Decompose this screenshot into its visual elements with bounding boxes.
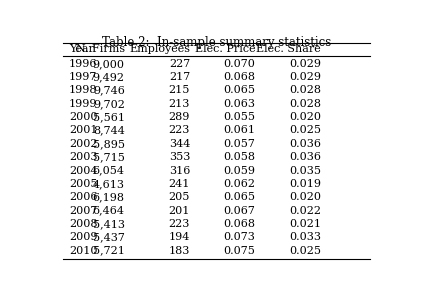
Text: 289: 289 <box>169 112 190 122</box>
Text: 0.025: 0.025 <box>289 246 321 256</box>
Text: 6,198: 6,198 <box>93 192 125 202</box>
Text: 9,746: 9,746 <box>93 86 125 95</box>
Text: 9,492: 9,492 <box>93 72 125 82</box>
Text: 0.068: 0.068 <box>224 219 256 229</box>
Text: 0.022: 0.022 <box>289 206 321 215</box>
Text: 0.065: 0.065 <box>224 192 256 202</box>
Text: 2008: 2008 <box>69 219 97 229</box>
Text: 9,000: 9,000 <box>93 59 125 69</box>
Text: 0.068: 0.068 <box>224 72 256 82</box>
Text: 5,715: 5,715 <box>93 152 125 162</box>
Text: Year: Year <box>69 44 94 54</box>
Text: 0.028: 0.028 <box>289 86 321 95</box>
Text: 2001: 2001 <box>69 125 97 136</box>
Text: 6,054: 6,054 <box>93 165 125 176</box>
Text: 0.020: 0.020 <box>289 112 321 122</box>
Text: 0.025: 0.025 <box>289 125 321 136</box>
Text: 6,464: 6,464 <box>93 206 125 215</box>
Text: 0.067: 0.067 <box>224 206 256 215</box>
Text: 183: 183 <box>169 246 190 256</box>
Text: 9,702: 9,702 <box>93 99 125 109</box>
Text: 2009: 2009 <box>69 232 97 242</box>
Text: 0.070: 0.070 <box>224 59 256 69</box>
Text: 1998: 1998 <box>69 86 97 95</box>
Text: 0.075: 0.075 <box>224 246 256 256</box>
Text: 2006: 2006 <box>69 192 97 202</box>
Text: 0.019: 0.019 <box>289 179 321 189</box>
Text: 5,437: 5,437 <box>93 232 125 242</box>
Text: 2003: 2003 <box>69 152 97 162</box>
Text: 0.021: 0.021 <box>289 219 321 229</box>
Text: 217: 217 <box>169 72 190 82</box>
Text: 227: 227 <box>169 59 190 69</box>
Text: 0.059: 0.059 <box>224 165 256 176</box>
Text: 0.028: 0.028 <box>289 99 321 109</box>
Text: 2002: 2002 <box>69 139 97 149</box>
Text: 1997: 1997 <box>69 72 97 82</box>
Text: 0.036: 0.036 <box>289 139 321 149</box>
Text: 8,744: 8,744 <box>93 125 125 136</box>
Text: Elec. Share: Elec. Share <box>256 44 321 54</box>
Text: 5,721: 5,721 <box>93 246 125 256</box>
Text: 0.020: 0.020 <box>289 192 321 202</box>
Text: 2007: 2007 <box>69 206 97 215</box>
Text: 1999: 1999 <box>69 99 97 109</box>
Text: 316: 316 <box>169 165 190 176</box>
Text: 223: 223 <box>169 219 190 229</box>
Text: 4,613: 4,613 <box>93 179 125 189</box>
Text: 213: 213 <box>169 99 190 109</box>
Text: 0.036: 0.036 <box>289 152 321 162</box>
Text: 241: 241 <box>169 179 190 189</box>
Text: 1996: 1996 <box>69 59 97 69</box>
Text: 201: 201 <box>169 206 190 215</box>
Text: 2004: 2004 <box>69 165 97 176</box>
Text: 0.063: 0.063 <box>224 99 256 109</box>
Text: 223: 223 <box>169 125 190 136</box>
Text: 0.058: 0.058 <box>224 152 256 162</box>
Text: 0.035: 0.035 <box>289 165 321 176</box>
Text: 5,561: 5,561 <box>93 112 125 122</box>
Text: Elec. Price: Elec. Price <box>195 44 256 54</box>
Text: 2005: 2005 <box>69 179 97 189</box>
Text: 344: 344 <box>169 139 190 149</box>
Text: 194: 194 <box>169 232 190 242</box>
Text: 0.033: 0.033 <box>289 232 321 242</box>
Text: 0.057: 0.057 <box>224 139 256 149</box>
Text: Table 2:  In-sample summary statistics: Table 2: In-sample summary statistics <box>102 36 331 49</box>
Text: 5,895: 5,895 <box>93 139 125 149</box>
Text: 0.029: 0.029 <box>289 59 321 69</box>
Text: 0.065: 0.065 <box>224 86 256 95</box>
Text: 0.061: 0.061 <box>224 125 256 136</box>
Text: 5,413: 5,413 <box>93 219 125 229</box>
Text: Employees: Employees <box>129 44 190 54</box>
Text: 215: 215 <box>169 86 190 95</box>
Text: 0.055: 0.055 <box>224 112 256 122</box>
Text: 2000: 2000 <box>69 112 97 122</box>
Text: N. Firms: N. Firms <box>76 44 125 54</box>
Text: 2010: 2010 <box>69 246 97 256</box>
Text: 353: 353 <box>169 152 190 162</box>
Text: 0.062: 0.062 <box>224 179 256 189</box>
Text: 0.073: 0.073 <box>224 232 256 242</box>
Text: 0.029: 0.029 <box>289 72 321 82</box>
Text: 205: 205 <box>169 192 190 202</box>
